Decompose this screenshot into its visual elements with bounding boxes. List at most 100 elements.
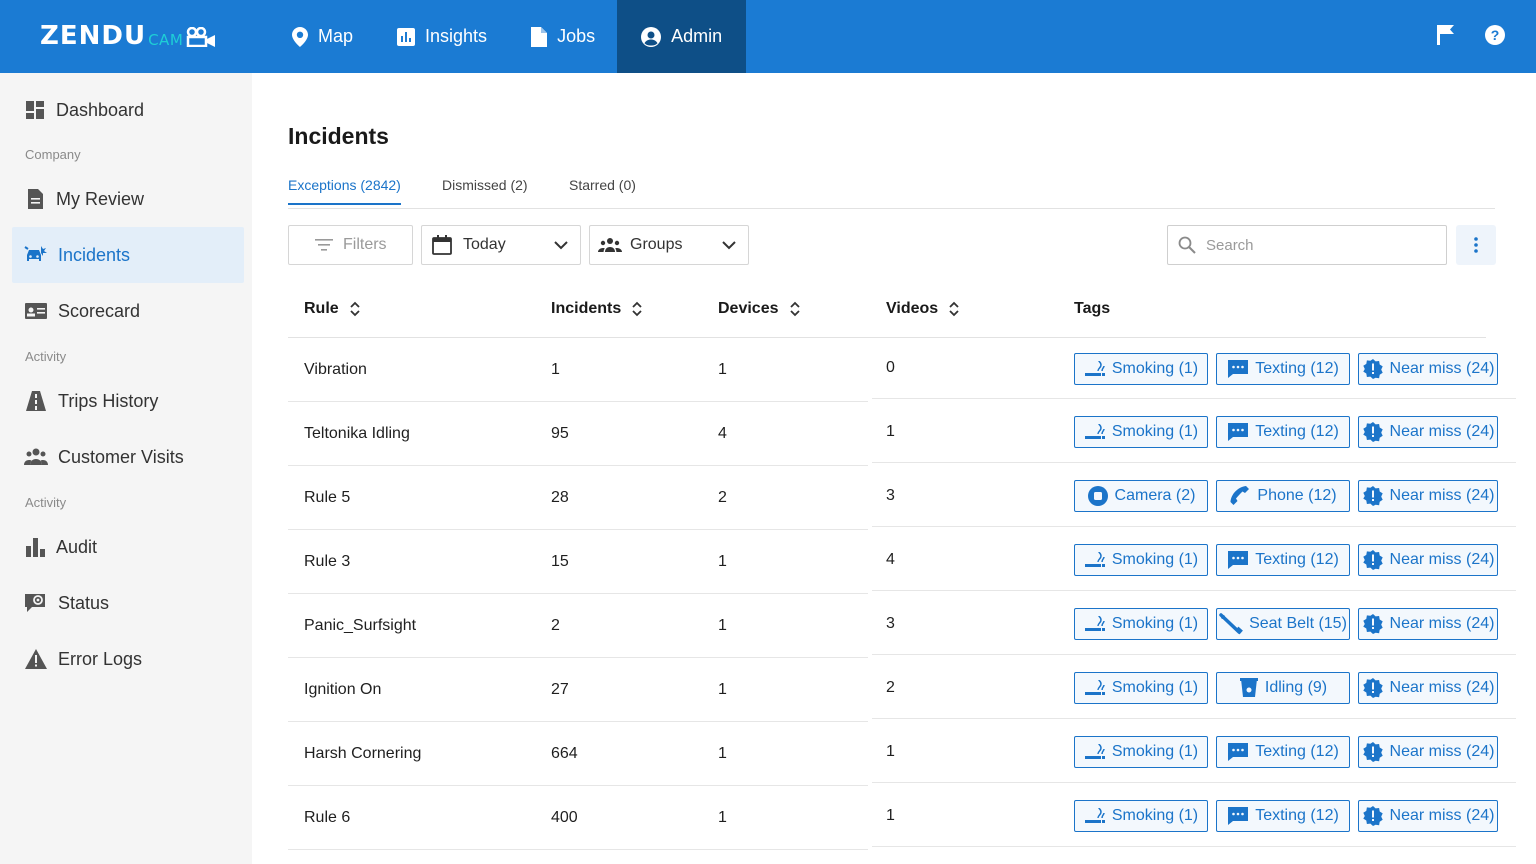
tab-dismissed[interactable]: Dismissed (2) [442,177,528,193]
tag-chip[interactable]: Smoking (1) [1074,353,1208,385]
tag-chip[interactable]: Camera (2) [1074,480,1208,512]
table-row[interactable]: Teltonika Idling 95 4 1 Smoking (1) Texting (… [288,402,1516,466]
sidebar-item-error-logs[interactable]: Error Logs [12,631,244,687]
tag-chip[interactable]: Texting (12) [1216,800,1350,832]
tab-starred[interactable]: Starred (0) [569,177,636,193]
smoking-icon [1084,423,1106,441]
table-row[interactable]: Rule 3 15 1 4 Smoking (1) Texting (12) Near mi… [288,530,1516,594]
sidebar-label-customer-visits: Customer Visits [58,446,184,467]
tag-chip[interactable]: Near miss (24) [1358,800,1498,832]
tag-chip[interactable]: Near miss (24) [1358,416,1498,448]
sidebar-section-activity: Activity [25,349,67,364]
table-row[interactable]: Ignition On 27 1 2 Smoking (1) Idling (9) Near… [288,658,1516,722]
table-row[interactable]: Harsh Cornering 664 1 1 Smoking (1) Texting (… [288,722,1516,786]
sidebar-item-my-review[interactable]: My Review [12,171,244,227]
svg-text:?: ? [1491,27,1500,43]
message-icon [1227,550,1249,570]
sort-icon [949,301,959,317]
people-icon [24,448,48,465]
devices-cell: 1 [718,361,727,378]
tag-chip[interactable]: Near miss (24) [1358,672,1498,704]
tag-chip[interactable]: Texting (12) [1216,544,1350,576]
tag-chip[interactable]: Smoking (1) [1074,736,1208,768]
tag-chip[interactable]: Smoking (1) [1074,800,1208,832]
tag-chip[interactable]: Near miss (24) [1358,353,1498,385]
tag-chip[interactable]: Smoking (1) [1074,544,1208,576]
tag-chip[interactable]: Near miss (24) [1358,736,1498,768]
rule-cell: Ignition On [304,681,382,698]
groups-select[interactable]: Groups [589,225,749,265]
sidebar-item-scorecard[interactable]: Scorecard [12,283,244,339]
map-pin-icon [292,26,308,47]
tag-chip[interactable]: Smoking (1) [1074,672,1208,704]
tag-label: Near miss (24) [1389,743,1495,760]
column-header-videos[interactable]: Videos [886,300,960,318]
smoking-icon [1084,360,1106,378]
alert-badge-icon [1362,421,1384,443]
header-label-rule: Rule [304,300,339,317]
tag-chip[interactable]: Texting (12) [1216,353,1350,385]
page-title: Incidents [288,123,389,149]
tag-chip[interactable]: Smoking (1) [1074,416,1208,448]
tag-chip[interactable]: Near miss (24) [1358,480,1498,512]
column-header-devices[interactable]: Devices [718,300,801,318]
tag-label: Texting (12) [1255,423,1339,440]
tag-chip[interactable]: Near miss (24) [1358,544,1498,576]
warning-icon [25,649,47,669]
column-header-rule[interactable]: Rule [304,300,361,318]
flag-icon[interactable] [1436,24,1458,46]
nav-item-insights[interactable]: Insights [375,0,509,73]
column-header-incidents[interactable]: Incidents [551,300,643,318]
filters-label: Filters [343,236,387,253]
search-input[interactable]: Search [1206,236,1254,254]
nav-item-jobs[interactable]: Jobs [509,0,617,73]
date-select[interactable]: Today [421,225,581,265]
filters-button[interactable]: Filters [288,225,413,265]
sidebar-item-trips-history[interactable]: Trips History [12,373,244,429]
sidebar-label-error-logs: Error Logs [58,648,143,669]
date-select-value: Today [463,236,506,253]
table-header: Rule Incidents Devices Videos Tags [288,282,1486,338]
rule-cell: Harsh Cornering [304,745,422,762]
smoking-icon [1084,679,1106,697]
tag-label: Smoking (1) [1111,615,1199,632]
tab-exceptions[interactable]: Exceptions (2842) [288,177,401,205]
alert-badge-icon [1362,485,1384,507]
row-divider [872,718,1516,719]
tag-label: Near miss (24) [1389,807,1495,824]
tag-chip[interactable]: Seat Belt (15) [1216,608,1350,640]
tag-chip[interactable]: Near miss (24) [1358,608,1498,640]
sidebar-item-incidents[interactable]: Incidents [12,227,244,283]
search-icon [1178,236,1196,254]
tag-chip[interactable]: Phone (12) [1216,480,1350,512]
rule-cell: Rule 6 [304,809,351,826]
table-row[interactable]: Panic_Surfsight 2 1 3 Smoking (1) Seat Belt (… [288,594,1516,658]
videos-cell: 3 [886,615,895,632]
car-crash-icon [24,246,47,261]
table-row[interactable]: Rule 6 400 1 1 Smoking (1) Texting (12) Near m… [288,786,1516,850]
nav-item-admin[interactable]: Admin [617,0,747,73]
table-row[interactable]: Vibration 1 1 0 Smoking (1) Texting (12) Near … [288,338,1516,402]
sidebar-item-status[interactable]: Status [12,575,244,631]
more-options-button[interactable] [1456,225,1496,265]
tag-chip[interactable]: Texting (12) [1216,416,1350,448]
row-divider [288,785,868,786]
nav-item-map[interactable]: Map [270,0,375,73]
devices-cell: 1 [718,745,727,762]
tag-label: Phone (12) [1257,487,1337,504]
table-row[interactable]: Rule 5 28 2 3 Camera (2) Phone (12) Near miss … [288,466,1516,530]
tag-chip[interactable]: Idling (9) [1216,672,1350,704]
sidebar-item-audit[interactable]: Audit [12,519,244,575]
tag-label: Smoking (1) [1111,360,1199,377]
incidents-cell: 15 [551,553,569,570]
videos-cell: 2 [886,679,895,696]
message-icon [1227,806,1249,826]
sidebar-item-customer-visits[interactable]: Customer Visits [12,429,244,485]
tag-chip[interactable]: Texting (12) [1216,736,1350,768]
tag-chip[interactable]: Smoking (1) [1074,608,1208,640]
zenducam-logo[interactable]: ZENDU CAM [40,22,216,50]
sidebar-item-dashboard[interactable]: Dashboard [12,82,244,138]
help-icon[interactable]: ? [1484,24,1506,46]
seat-belt-icon [1219,613,1243,635]
search-field[interactable]: Search [1167,225,1447,265]
